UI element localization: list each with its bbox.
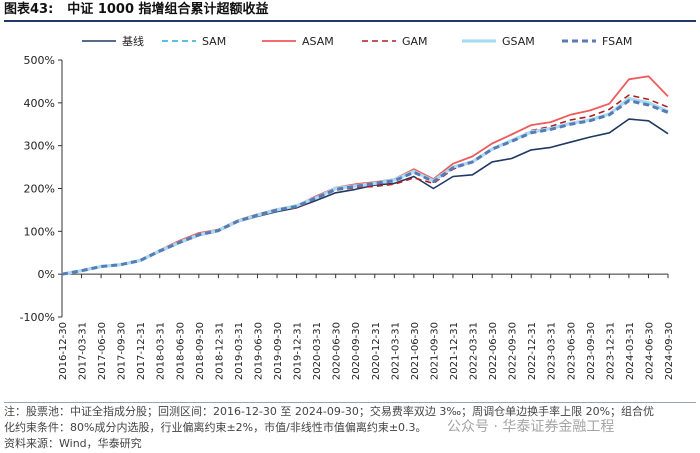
x-tick-label: 2019-03-31 [234, 322, 245, 380]
series-line-FSAM [61, 99, 669, 276]
y-tick-label: -100% [20, 311, 55, 324]
note-line-2: 化约束条件：80%成分内选股，行业偏离约束±2%，市值/非线性市值偏离约束±0.… [4, 421, 427, 434]
x-tick-label: 2023-12-31 [605, 322, 616, 380]
figure-title-bar: 图表43: 中证 1000 指增组合累计超额收益 [4, 0, 696, 22]
figure-title: 中证 1000 指增组合累计超额收益 [67, 2, 269, 17]
x-tick-label: 2018-12-31 [214, 322, 225, 380]
x-tick-label: 2024-06-30 [644, 322, 655, 380]
x-tick-label: 2021-03-31 [390, 322, 401, 380]
y-tick-label: 400% [24, 97, 55, 110]
x-tick-label: 2022-12-31 [527, 322, 538, 380]
x-tick-label: 2021-12-31 [449, 322, 460, 380]
x-tick-label: 2017-03-31 [78, 322, 89, 380]
x-tick-label: 2019-06-30 [253, 322, 264, 380]
x-tick-label: 2018-03-31 [156, 322, 167, 380]
line-chart: -100% 0% 100% 200% 300% 400% 500% 2016-12-30 201… [20, 34, 675, 380]
x-tick-label: 2017-09-30 [117, 322, 128, 380]
x-tick-label: 2018-06-30 [175, 322, 186, 380]
legend-label-SAM: SAM [202, 35, 226, 48]
notes-section: 注：股票池：中证全指成分股；回测区间：2016-12-30 至 2024-09-… [4, 402, 696, 452]
legend-label-GSAM: GSAM [502, 35, 535, 48]
x-tick-label: 2023-06-30 [566, 322, 577, 380]
x-tick-label: 2016-12-30 [58, 322, 69, 380]
series-line-基线 [61, 118, 669, 275]
x-tick-label: 2022-03-31 [469, 322, 480, 380]
note-line-1: 注：股票池：中证全指成分股；回测区间：2016-12-30 至 2024-09-… [4, 405, 655, 418]
x-tick-label: 2018-09-30 [195, 322, 206, 380]
y-tick-label: 300% [24, 140, 55, 153]
legend-label-基线: 基线 [122, 34, 144, 48]
x-tick-label: 2017-12-31 [136, 322, 147, 380]
series-line-GSAM [61, 96, 669, 276]
x-tick-label: 2020-12-31 [371, 322, 382, 380]
source-line: 资料来源：Wind，华泰研究 [4, 437, 142, 450]
x-tick-label: 2024-03-31 [625, 322, 636, 380]
legend-label-FSAM: FSAM [602, 35, 632, 48]
x-tick-label: 2019-12-31 [293, 322, 304, 380]
y-tick-label: 100% [24, 225, 55, 238]
series-line-ASAM [61, 75, 669, 276]
x-tick-label: 2019-09-30 [273, 322, 284, 380]
x-tick-label: 2022-09-30 [508, 322, 519, 380]
x-tick-label: 2024-09-30 [664, 322, 675, 380]
x-tick-label: 2023-09-30 [586, 322, 597, 380]
x-tick-label: 2020-03-31 [312, 322, 323, 380]
x-tick-label: 2021-09-30 [429, 322, 440, 380]
x-tick-label: 2023-03-31 [547, 322, 558, 380]
legend-label-ASAM: ASAM [302, 35, 334, 48]
legend-label-GAM: GAM [402, 35, 428, 48]
x-tick-label: 2022-06-30 [488, 322, 499, 380]
x-tick-label: 2021-06-30 [410, 322, 421, 380]
y-tick-label: 0% [38, 268, 55, 281]
x-tick-label: 2017-06-30 [97, 322, 108, 380]
x-tick-label: 2020-06-30 [332, 322, 343, 380]
figure-number: 图表43: [4, 2, 54, 17]
y-tick-label: 500% [24, 54, 55, 67]
y-tick-label: 200% [24, 183, 55, 196]
x-tick-label: 2020-09-30 [351, 322, 362, 380]
